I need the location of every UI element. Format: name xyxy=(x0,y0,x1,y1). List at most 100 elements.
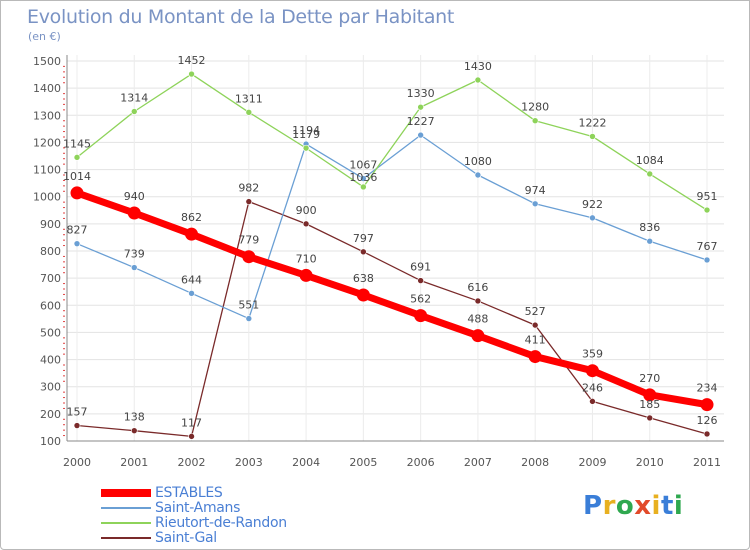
data-point-estables xyxy=(185,227,199,241)
data-label-saint-gal: 691 xyxy=(410,261,431,274)
data-point-saint-amans xyxy=(188,290,195,297)
data-point-estables xyxy=(356,288,370,302)
data-label-saint-amans: 1067 xyxy=(349,159,377,172)
data-label-estables: 779 xyxy=(238,234,259,247)
x-tick-label: 2000 xyxy=(63,456,91,469)
data-label-saint-amans: 551 xyxy=(238,299,259,312)
data-label-saint-gal: 246 xyxy=(582,381,603,394)
proxiti-logo: Proxiti xyxy=(583,491,683,521)
y-tick-label: 1000 xyxy=(33,191,61,204)
x-tick-label: 2002 xyxy=(178,456,206,469)
y-tick-label: 1400 xyxy=(33,82,61,95)
logo-letter: i xyxy=(651,491,661,521)
data-point-saint-amans xyxy=(245,315,253,322)
data-label-saint-amans: 767 xyxy=(697,240,718,253)
data-label-rieutort-de-randon: 1036 xyxy=(349,171,377,184)
data-label-rieutort-de-randon: 1145 xyxy=(63,137,91,150)
logo-letter: P xyxy=(583,491,603,521)
data-point-rieutort-de-randon xyxy=(130,108,138,115)
data-point-saint-gal xyxy=(531,321,539,329)
data-label-saint-gal: 126 xyxy=(697,414,718,427)
data-label-rieutort-de-randon: 1430 xyxy=(464,60,492,73)
logo-letter: r xyxy=(602,491,616,521)
legend-item-rieutort-de-randon: Rieutort-de-Randon xyxy=(101,515,361,531)
data-point-saint-amans xyxy=(703,256,711,264)
data-label-rieutort-de-randon: 1179 xyxy=(292,128,320,141)
data-label-saint-gal: 117 xyxy=(181,416,202,429)
data-label-saint-amans: 827 xyxy=(67,224,88,237)
legend-swatch-saint-gal xyxy=(101,537,151,539)
legend-item-estables: ESTABLES xyxy=(101,485,361,501)
data-label-saint-amans: 974 xyxy=(525,184,546,197)
legend-label-saint-amans: Saint-Amans xyxy=(155,500,241,516)
x-tick-label: 2003 xyxy=(235,456,263,469)
data-point-saint-gal xyxy=(417,277,424,284)
data-label-estables: 1014 xyxy=(63,170,91,183)
data-point-saint-gal xyxy=(73,422,81,429)
data-point-saint-gal xyxy=(360,248,367,256)
data-label-saint-gal: 982 xyxy=(238,182,259,195)
data-point-saint-amans xyxy=(73,240,81,247)
data-label-rieutort-de-randon: 1311 xyxy=(235,92,263,105)
data-point-saint-gal xyxy=(474,297,482,305)
y-tick-label: 800 xyxy=(40,245,61,258)
series-line-rieutort-de-randon xyxy=(76,73,708,211)
data-label-estables: 638 xyxy=(353,272,374,285)
data-point-saint-amans xyxy=(474,171,482,179)
legend-label-saint-gal: Saint-Gal xyxy=(155,530,217,546)
series-line-saint-gal xyxy=(76,200,708,438)
data-label-saint-amans: 1227 xyxy=(407,115,435,128)
data-label-rieutort-de-randon: 1314 xyxy=(120,91,148,104)
chart-title: Evolution du Montant de la Dette par Hab… xyxy=(27,6,455,28)
logo-letter: t xyxy=(660,491,674,521)
data-point-rieutort-de-randon xyxy=(531,117,539,125)
data-point-saint-amans xyxy=(360,175,367,182)
y-tick-label: 500 xyxy=(40,326,61,339)
data-point-estables xyxy=(700,398,714,412)
x-tick-label: 2004 xyxy=(292,456,320,469)
data-point-rieutort-de-randon xyxy=(474,76,482,84)
x-tick-label: 2011 xyxy=(693,456,721,469)
data-point-saint-amans xyxy=(417,131,424,139)
data-label-saint-gal: 185 xyxy=(639,398,660,411)
data-point-rieutort-de-randon xyxy=(589,133,596,140)
data-point-saint-gal xyxy=(245,198,253,205)
data-point-rieutort-de-randon xyxy=(417,103,424,111)
chart-subtitle: (en €) xyxy=(28,30,61,43)
x-tick-label: 2005 xyxy=(349,456,377,469)
x-tick-label: 2009 xyxy=(578,456,606,469)
data-point-estables xyxy=(70,186,84,200)
data-label-saint-gal: 797 xyxy=(353,232,374,245)
data-label-rieutort-de-randon: 1222 xyxy=(578,116,606,129)
legend-item-saint-amans: Saint-Amans xyxy=(101,500,361,516)
y-tick-label: 200 xyxy=(40,408,61,421)
x-tick-label: 2006 xyxy=(407,456,435,469)
logo-letter: x xyxy=(634,491,652,521)
data-point-estables xyxy=(528,350,542,364)
data-label-estables: 270 xyxy=(639,372,660,385)
y-tick-label: 1300 xyxy=(33,109,61,122)
data-point-estables xyxy=(585,364,599,378)
y-tick-label: 300 xyxy=(40,381,61,394)
data-point-saint-gal xyxy=(188,433,195,440)
data-point-saint-gal xyxy=(646,414,654,422)
legend: ESTABLES Saint-Amans Rieutort-de-Randon … xyxy=(101,485,361,546)
series-line-saint-amans xyxy=(76,134,708,320)
data-point-saint-gal xyxy=(302,220,310,228)
legend-swatch-estables xyxy=(101,489,151,497)
data-label-estables: 562 xyxy=(410,293,431,306)
data-point-rieutort-de-randon xyxy=(302,144,310,152)
data-point-estables xyxy=(414,309,428,323)
data-label-saint-amans: 836 xyxy=(639,221,660,234)
data-label-saint-gal: 157 xyxy=(67,406,88,419)
x-tick-label: 2008 xyxy=(521,456,549,469)
data-point-saint-gal xyxy=(703,430,711,438)
legend-item-saint-gal: Saint-Gal xyxy=(101,530,361,546)
data-label-saint-gal: 527 xyxy=(525,305,546,318)
data-point-saint-amans xyxy=(589,214,596,222)
data-label-saint-amans: 922 xyxy=(582,198,603,211)
y-tick-label: 600 xyxy=(40,299,61,312)
legend-swatch-saint-amans xyxy=(101,507,151,509)
data-point-saint-amans xyxy=(130,264,138,271)
